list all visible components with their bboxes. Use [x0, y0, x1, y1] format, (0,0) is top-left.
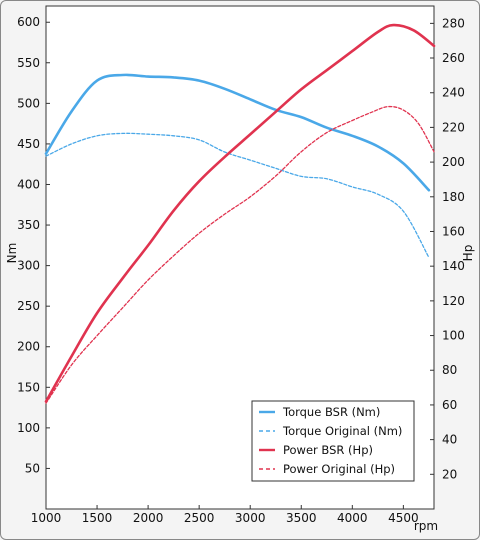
x-tick-label: 2500 — [184, 511, 215, 525]
y-right-tick-label: 280 — [442, 16, 465, 30]
series-line-torque-original-nm — [45, 132, 430, 259]
y-right-tick-label: 100 — [442, 329, 465, 343]
legend-label: Torque Original (Nm) — [282, 424, 402, 438]
y-left-tick-label: 50 — [25, 461, 40, 475]
x-axis: 1000 1500 2000 2500 3000 3500 4000 4500 — [31, 505, 419, 525]
y-right-tick-label: 60 — [442, 398, 457, 412]
x-tick-label: 2000 — [133, 511, 164, 525]
y-right-tick-label: 160 — [442, 224, 465, 238]
y-right-tick-label: 260 — [442, 51, 465, 65]
x-tick-label: 4500 — [388, 511, 419, 525]
y-right-tick-label: 120 — [442, 294, 465, 308]
y-right-tick-label: 40 — [442, 433, 457, 447]
y-left-tick-label: 400 — [17, 177, 40, 191]
x-tick-label: 3500 — [286, 511, 317, 525]
y-left-tick-label: 450 — [17, 137, 40, 151]
y-axis-left: 50 100 150 200 250 300 350 400 450 500 550 600 — [17, 15, 50, 475]
y-left-tick-label: 550 — [17, 56, 40, 70]
x-tick-label: 4000 — [337, 511, 368, 525]
series-line-torque-bsr-nm — [44, 73, 431, 192]
x-tick-label: 1000 — [31, 511, 62, 525]
y-axis-left-title: Nm — [5, 243, 19, 264]
series-line-power-bsr-hp — [44, 23, 436, 403]
legend: Torque BSR (Nm) Torque Original (Nm) Power… — [251, 400, 415, 482]
legend-label: Power Original (Hp) — [283, 462, 395, 476]
y-left-tick-label: 500 — [17, 96, 40, 110]
y-left-tick-label: 600 — [17, 15, 40, 29]
y-left-tick-label: 200 — [17, 340, 40, 354]
x-tick-label: 1500 — [82, 511, 113, 525]
y-right-tick-label: 140 — [442, 259, 465, 273]
y-right-tick-label: 240 — [442, 86, 465, 100]
x-axis-title: rpm — [414, 519, 438, 533]
y-left-tick-label: 350 — [17, 218, 40, 232]
series-line-power-original-hp — [45, 105, 435, 404]
y-right-tick-label: 80 — [442, 363, 457, 377]
x-tick-label: 3000 — [235, 511, 266, 525]
y-left-tick-label: 100 — [17, 421, 40, 435]
series-layer — [44, 23, 436, 404]
y-right-tick-label: 180 — [442, 190, 465, 204]
legend-box — [251, 400, 415, 482]
y-left-tick-label: 150 — [17, 380, 40, 394]
y-right-tick-label: 200 — [442, 155, 465, 169]
y-left-tick-label: 300 — [17, 259, 40, 273]
legend-label: Power BSR (Hp) — [283, 443, 373, 457]
y-axis-right: 20 40 60 80 100 120 140 160 180 200 220 240 260 280 — [430, 16, 465, 481]
y-right-tick-label: 20 — [442, 467, 457, 481]
y-axis-right-title: Hp — [461, 245, 475, 262]
y-right-tick-label: 220 — [442, 120, 465, 134]
y-left-tick-label: 250 — [17, 299, 40, 313]
legend-label: Torque BSR (Nm) — [282, 405, 380, 419]
